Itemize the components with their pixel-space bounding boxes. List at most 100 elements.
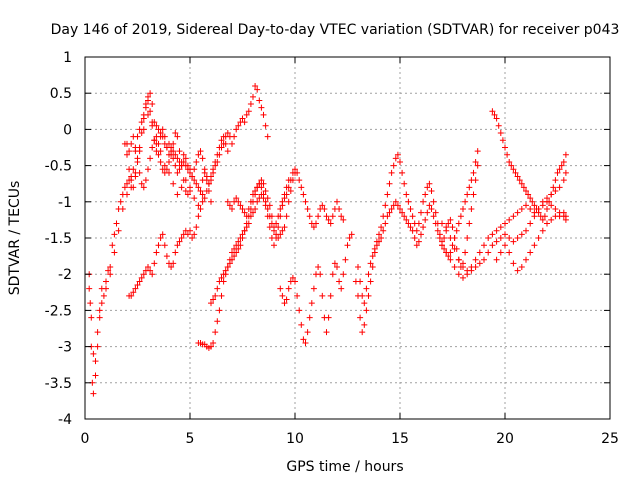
data-point <box>518 206 525 213</box>
data-point <box>155 151 162 158</box>
data-point <box>340 271 347 278</box>
data-point <box>474 148 481 155</box>
data-point <box>178 158 185 165</box>
data-point <box>365 271 372 278</box>
data-point <box>140 115 147 122</box>
data-point <box>193 158 200 165</box>
data-point <box>172 249 179 256</box>
data-point <box>184 162 191 169</box>
y-tick-labels: -4 -3.5 -3 -2.5 -2 -1.5 -1 -0.5 0 0.5 1 <box>45 50 72 428</box>
data-point <box>527 195 534 202</box>
data-point <box>100 292 107 299</box>
data-point <box>277 231 284 238</box>
data-point <box>224 198 231 205</box>
data-point <box>502 220 508 227</box>
data-point <box>193 224 200 231</box>
data-point <box>344 242 351 249</box>
data-point <box>386 209 393 216</box>
data-point <box>455 271 462 278</box>
series-track-i <box>277 231 355 346</box>
data-point <box>334 198 340 205</box>
data-point <box>283 191 290 198</box>
data-point <box>518 180 525 187</box>
data-point <box>245 108 252 115</box>
data-point <box>260 191 267 198</box>
data-point <box>157 158 164 165</box>
data-point <box>403 216 410 223</box>
data-point <box>527 206 534 213</box>
data-point <box>132 285 139 292</box>
data-point <box>216 144 223 151</box>
data-point <box>504 151 511 158</box>
data-point <box>384 213 391 220</box>
data-point <box>96 314 103 321</box>
data-point <box>485 235 492 241</box>
data-point <box>430 213 437 220</box>
data-point <box>506 158 513 165</box>
data-point <box>361 300 368 307</box>
data-point <box>357 278 364 285</box>
data-point <box>128 177 135 184</box>
data-point <box>497 235 504 241</box>
data-point <box>493 115 500 122</box>
data-point <box>195 151 202 158</box>
data-point <box>233 242 240 249</box>
data-point <box>434 227 441 234</box>
data-point <box>180 151 187 158</box>
data-point <box>296 177 303 184</box>
data-point <box>241 227 248 234</box>
data-point <box>365 292 372 299</box>
data-point <box>294 292 301 299</box>
data-point <box>359 329 366 336</box>
data-point <box>336 206 343 213</box>
data-point <box>432 209 439 216</box>
data-point <box>109 242 116 249</box>
data-point <box>187 184 193 191</box>
data-point <box>247 101 254 108</box>
data-point <box>174 133 181 140</box>
data-point <box>256 97 263 104</box>
data-point <box>310 224 317 231</box>
data-point <box>546 198 553 205</box>
y-tick-label: -1.5 <box>45 231 72 247</box>
data-point <box>241 209 248 216</box>
data-point <box>86 285 93 292</box>
data-point <box>145 97 151 104</box>
data-point <box>161 133 168 140</box>
x-tick-label: 10 <box>286 431 304 447</box>
data-point <box>495 122 502 129</box>
data-point <box>119 206 126 213</box>
data-point <box>149 271 156 278</box>
data-point <box>523 227 529 234</box>
data-point <box>363 285 370 292</box>
data-point <box>241 119 248 126</box>
data-point <box>147 108 154 115</box>
x-axis-label: GPS time / hours <box>286 459 403 475</box>
data-point <box>292 278 298 285</box>
data-point <box>124 151 130 158</box>
data-point <box>472 158 479 165</box>
data-point <box>346 235 353 241</box>
data-point <box>455 220 462 227</box>
y-tick-label: -2.5 <box>45 303 72 319</box>
data-point <box>271 242 277 249</box>
series-track-j <box>352 151 481 336</box>
series-track-m <box>439 198 569 281</box>
data-point <box>239 115 246 122</box>
data-point <box>378 235 385 241</box>
data-point <box>273 235 280 241</box>
data-point <box>560 158 567 165</box>
data-point <box>212 292 219 299</box>
y-tick-label: -3.5 <box>45 376 72 392</box>
data-point <box>476 260 483 267</box>
data-point <box>289 274 296 281</box>
data-point <box>107 271 114 278</box>
data-point <box>124 191 130 198</box>
data-point <box>247 198 254 205</box>
data-point <box>147 267 154 274</box>
data-point <box>497 249 504 256</box>
data-point <box>252 82 259 89</box>
data-point <box>130 184 137 191</box>
data-point <box>552 187 559 194</box>
data-point <box>407 224 414 231</box>
